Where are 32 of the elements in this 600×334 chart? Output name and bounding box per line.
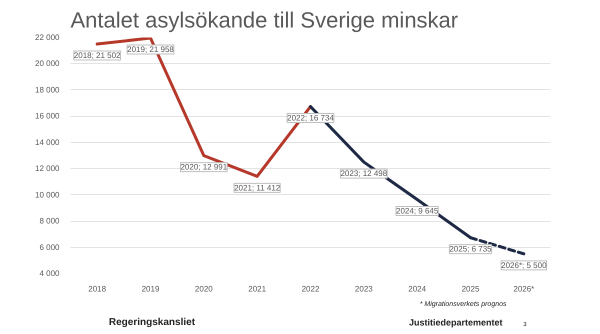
x-tick-label: 2018 bbox=[88, 284, 107, 294]
y-tick-label: 10 000 bbox=[35, 190, 60, 200]
data-label: 2026*; 5 500 bbox=[501, 260, 548, 270]
y-tick-label: 22 000 bbox=[35, 33, 60, 42]
data-label: 2025; 6 735 bbox=[449, 244, 492, 254]
data-label: 2022; 16 734 bbox=[287, 114, 334, 123]
data-label: 2024; 9 645 bbox=[396, 206, 439, 216]
y-tick-label: 16 000 bbox=[35, 112, 60, 121]
y-tick-label: 14 000 bbox=[35, 138, 60, 147]
data-label: 2019; 21 958 bbox=[127, 45, 174, 54]
data-label: 2023; 12 498 bbox=[340, 169, 388, 178]
line-series bbox=[96, 38, 312, 178]
y-tick-label: 4 000 bbox=[39, 269, 60, 278]
x-tick-label: 2022 bbox=[302, 284, 320, 294]
text: Regeringskansliet bbox=[108, 317, 196, 328]
y-tick-label: 18 000 bbox=[35, 85, 60, 94]
data-label: 2021; 11 412 bbox=[234, 183, 281, 192]
x-tick-label: 2019 bbox=[142, 284, 160, 294]
x-tick-label: 2021 bbox=[248, 284, 267, 294]
x-tick-label: 2020 bbox=[194, 284, 214, 294]
x-tick-label: 2023 bbox=[354, 284, 374, 294]
data-label: 2018; 21 502 bbox=[74, 51, 122, 60]
x-tick-label: 2025 bbox=[462, 284, 480, 294]
x-tick-label: 2026* bbox=[513, 284, 534, 294]
y-tick-label: 8 000 bbox=[39, 216, 60, 226]
chart-title: Antalet asylsökande till Sverige minskar bbox=[70, 8, 458, 32]
y-tick-label: 12 000 bbox=[35, 164, 60, 174]
y-tick-label: 6 000 bbox=[39, 242, 60, 252]
y-tick-label: 20 000 bbox=[35, 59, 60, 68]
text: Justitiedepartementet bbox=[408, 318, 503, 328]
x-tick-label: 2024 bbox=[408, 284, 427, 294]
data-label: 2020; 12 991 bbox=[180, 162, 228, 172]
